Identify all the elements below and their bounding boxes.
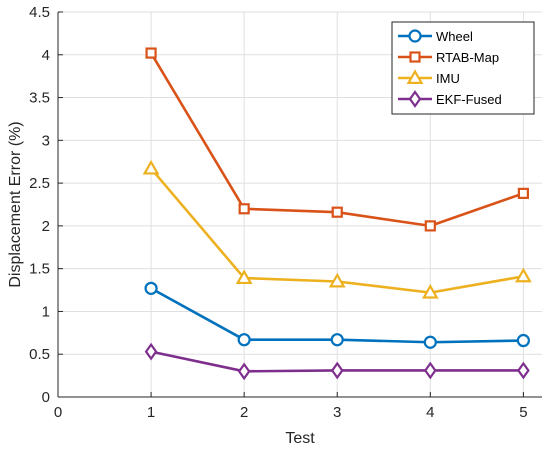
data-point-imu (514, 267, 532, 283)
x-axis-label: Test (285, 430, 315, 447)
legend-label-ekf-fused: EKF-Fused (436, 92, 502, 107)
data-point-rtab-map (238, 203, 250, 215)
legend: Wheel RTAB-Map IMU EKF-Fused (391, 21, 535, 115)
data-point-wheel (516, 333, 530, 348)
series-wheel (144, 281, 530, 349)
y-tick-label: 0 (42, 389, 50, 406)
y-tick-label: 2 (42, 218, 50, 235)
data-point-imu (421, 283, 439, 299)
y-tick-label: 4.5 (29, 4, 50, 21)
tick-labels: 0 1 2 3 4 5 0 0.5 1 1.5 2 2.5 3 3.5 4 4.5 (29, 4, 527, 421)
data-point-ekf-fused (517, 361, 530, 380)
y-tick-label: 3 (42, 132, 50, 149)
series-layer (142, 47, 532, 381)
x-tick-label: 4 (426, 404, 434, 421)
x-tick-label: 0 (54, 404, 62, 421)
legend-marker-imu (406, 69, 424, 84)
data-point-ekf-fused (237, 362, 251, 381)
legend-marker-rtab-map (409, 51, 421, 63)
y-tick-label: 0.5 (29, 346, 50, 363)
data-point-ekf-fused (144, 342, 158, 361)
legend-label-wheel: Wheel (436, 29, 473, 44)
x-tick-label: 2 (240, 404, 248, 421)
data-point-rtab-map (424, 220, 436, 232)
data-point-rtab-map (331, 206, 343, 218)
data-point-imu (235, 269, 253, 285)
data-point-wheel (144, 281, 158, 295)
x-tick-label: 1 (147, 404, 155, 421)
y-axis-label: Displacement Error (%) (7, 121, 24, 287)
series-rtab-map (145, 47, 529, 232)
legend-marker-wheel (408, 29, 422, 43)
legend-item-ekf-fused: EKF-Fused (398, 90, 502, 108)
data-point-ekf-fused (423, 361, 437, 380)
y-tick-label: 4 (42, 47, 50, 64)
series-ekf-fused (144, 342, 530, 381)
legend-item-imu: IMU (398, 69, 460, 86)
x-tick-label: 3 (333, 404, 341, 421)
data-point-rtab-map (145, 47, 157, 59)
data-point-imu (142, 159, 160, 175)
legend-item-rtab-map: RTAB-Map (398, 50, 499, 65)
legend-item-wheel: Wheel (398, 29, 473, 44)
legend-marker-ekf-fused (408, 90, 422, 108)
y-tick-label: 3.5 (29, 90, 50, 107)
data-point-wheel (330, 333, 344, 347)
data-point-wheel (237, 333, 251, 347)
legend-label-imu: IMU (436, 71, 460, 86)
series-imu (142, 159, 532, 299)
data-point-ekf-fused (330, 361, 344, 380)
y-tick-label: 2.5 (29, 175, 50, 192)
legend-label-rtab-map: RTAB-Map (436, 50, 499, 65)
data-point-imu (328, 272, 346, 288)
y-tick-label: 1.5 (29, 261, 50, 278)
x-tick-label: 5 (519, 404, 527, 421)
axes (57, 11, 542, 398)
data-point-wheel (423, 335, 437, 349)
data-point-rtab-map (517, 187, 529, 199)
y-tick-label: 1 (42, 303, 50, 320)
